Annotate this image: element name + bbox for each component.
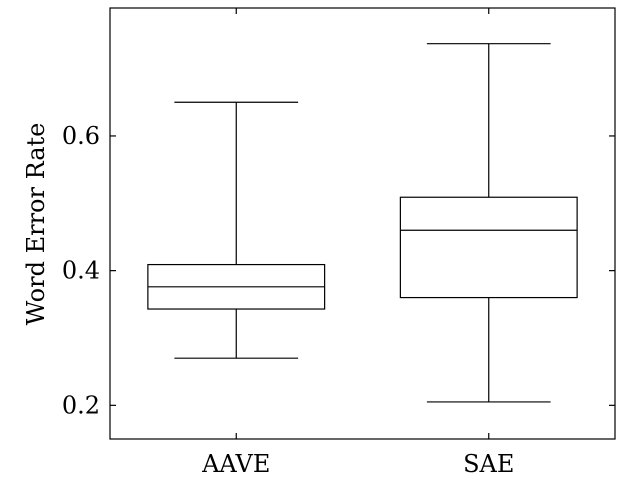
x-tick-label: AAVE <box>201 450 270 477</box>
y-tick-label: 0.4 <box>62 257 100 285</box>
y-tick-label: 0.6 <box>62 122 100 150</box>
plot-frame <box>109 7 616 440</box>
x-tick-label: SAE <box>463 450 514 477</box>
y-tick-label: 0.2 <box>62 391 100 419</box>
box-iqr <box>399 196 578 299</box>
y-axis-ticks: 0.2 0.4 0.6 <box>62 122 615 419</box>
box-sae <box>399 43 578 403</box>
y-axis-label: Word Error Rate <box>22 123 50 326</box>
boxes-group <box>147 43 578 403</box>
box-aave <box>147 101 326 359</box>
x-axis-ticks: AAVE SAE <box>201 8 514 477</box>
